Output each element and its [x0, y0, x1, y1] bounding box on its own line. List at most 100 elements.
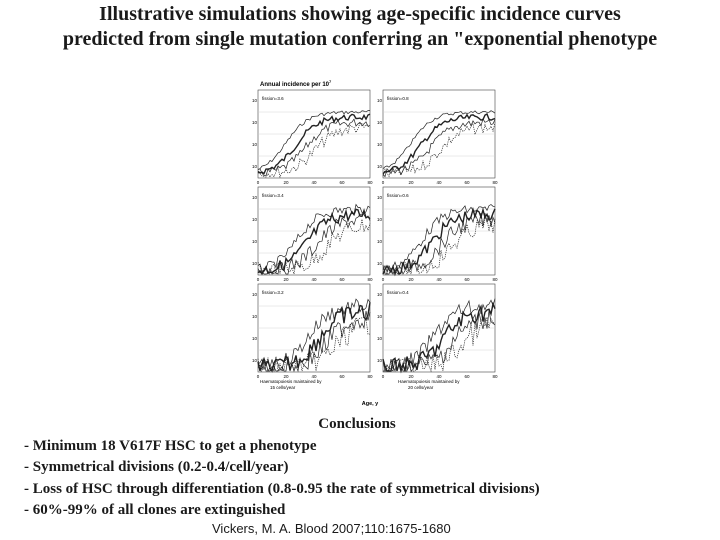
x-tick-label: 40	[436, 374, 442, 379]
x-tick-label: 60	[339, 277, 345, 282]
y-tick-label: 10	[252, 164, 258, 169]
title-line-1: Illustrative simulations showing age-spe…	[99, 3, 621, 25]
caption-left-line-2: 15 cells/year	[270, 385, 296, 390]
panel-2: fission=0.8 10 10 10 10 0 20 40 60 80	[377, 89, 498, 185]
y-tick-label: 10	[252, 358, 258, 363]
x-tick-label: 60	[464, 277, 470, 282]
y-tick-label: 10	[377, 292, 383, 297]
conclusion-item-3: - Loss of HSC through differentiation (0…	[24, 480, 540, 497]
x-tick-label: 40	[311, 277, 317, 282]
x-tick-label: 20	[283, 277, 289, 282]
y-tick-label: 10	[377, 98, 383, 103]
title-line-2: predicted from single mutation conferrin…	[62, 28, 658, 50]
y-tick-label: 10	[252, 98, 258, 103]
incidence-curve	[257, 122, 371, 179]
incidence-curve	[382, 118, 496, 178]
x-tick-label: 40	[311, 374, 317, 379]
x-tick-label: 60	[464, 374, 470, 379]
x-tick-label: 0	[257, 277, 260, 282]
y-tick-label: 10	[377, 195, 383, 200]
x-tick-label: 60	[339, 374, 345, 379]
x-tick-label: 60	[339, 180, 345, 185]
y-tick-label: 10	[377, 164, 383, 169]
y-tick-label: 10	[377, 314, 383, 319]
x-tick-label: 80	[492, 180, 498, 185]
incidence-curve	[257, 219, 371, 276]
x-tick-label: 60	[464, 180, 470, 185]
x-tick-label: 20	[408, 374, 414, 379]
incidence-curve	[257, 118, 371, 176]
caption-right-line-2: 20 cells/year	[408, 385, 434, 390]
y-tick-label: 10	[252, 217, 258, 222]
incidence-curve	[257, 110, 371, 170]
x-tick-label: 80	[367, 180, 373, 185]
panel-1: fission=3.6 10 10 10 10 0 20 40 60 80	[252, 89, 373, 185]
panel-5: fission=3.2 10 10 10 10 0 20 40 60 80	[252, 283, 373, 379]
slide-title: Illustrative simulations showing age-spe…	[0, 2, 720, 52]
incidence-curve	[257, 113, 371, 175]
y-tick-label: 10	[377, 217, 383, 222]
caption-right-line-1: Haematopoiesis maintained by	[398, 379, 460, 384]
y-tick-label: 10	[252, 292, 258, 297]
x-tick-label: 80	[492, 374, 498, 379]
panel-3: fission=3.4 10 10 10 10 0 20 40 60 80	[252, 186, 373, 282]
conclusion-item-2: - Symmetrical divisions (0.2-0.4/cell/ye…	[24, 459, 289, 475]
y-tick-label: 10	[252, 314, 258, 319]
citation: Vickers, M. A. Blood 2007;110:1675-1680	[212, 521, 451, 536]
y-tick-label: 10	[252, 195, 258, 200]
x-tick-label: 0	[257, 180, 260, 185]
incidence-curve	[382, 122, 496, 178]
figure-x-label: Age, y	[362, 401, 379, 407]
x-tick-label: 20	[283, 374, 289, 379]
incidence-curve	[257, 310, 371, 373]
incidence-curve	[382, 310, 496, 372]
x-tick-label: 40	[436, 277, 442, 282]
x-tick-label: 40	[311, 180, 317, 185]
caption-left-line-1: Haematopoiesis maintained by	[260, 379, 322, 384]
panel-label: fission=3.4	[262, 193, 284, 198]
y-tick-label: 10	[252, 120, 258, 125]
conclusions-section: Conclusions - Minimum 18 V617F HSC to ge…	[24, 414, 714, 522]
panel-4: fission=0.6 10 10 10 10 0 20 40 60 80	[377, 186, 498, 282]
conclusions-heading: Conclusions	[318, 416, 396, 432]
y-tick-label: 10	[377, 358, 383, 363]
x-tick-label: 20	[408, 180, 414, 185]
y-tick-label: 10	[377, 261, 383, 266]
y-tick-label: 10	[252, 336, 258, 341]
x-tick-label: 40	[436, 180, 442, 185]
x-tick-label: 0	[257, 374, 260, 379]
incidence-curve	[257, 213, 371, 275]
panel-label: fission=3.2	[262, 290, 284, 295]
incidence-curve	[257, 302, 371, 373]
incidence-curve	[382, 317, 496, 373]
panel-label: fission=0.6	[387, 193, 409, 198]
y-tick-label: 10	[252, 239, 258, 244]
x-tick-label: 80	[367, 277, 373, 282]
conclusion-item-4: - 60%-99% of all clones are extinguished	[24, 502, 286, 518]
incidence-curves-figure: Annual incidence per 107 fission=3.6 10 10…	[252, 79, 498, 407]
conclusion-item-1: - Minimum 18 V617F HSC to get a phenotyp…	[24, 437, 317, 454]
panel-label: fission=0.4	[387, 290, 409, 295]
x-tick-label: 80	[492, 277, 498, 282]
y-tick-label: 10	[377, 336, 383, 341]
x-tick-label: 0	[382, 180, 385, 185]
incidence-curve	[382, 217, 496, 275]
panel-6: fission=0.4 10 10 10 10 0 20 40 60 80	[377, 283, 498, 379]
x-tick-label: 20	[283, 180, 289, 185]
panel-label: fission=0.8	[387, 96, 409, 101]
incidence-curve	[257, 317, 370, 372]
incidence-curve	[382, 206, 496, 277]
incidence-curve	[382, 301, 496, 374]
y-tick-label: 10	[377, 239, 383, 244]
y-tick-label: 10	[252, 142, 258, 147]
simulation-figure: Annual incidence per 107 fission=3.6 10 10…	[240, 72, 502, 410]
x-tick-label: 80	[367, 374, 373, 379]
incidence-curve	[382, 110, 496, 169]
y-tick-label: 10	[377, 142, 383, 147]
figure-y-label: Annual incidence per 107	[260, 79, 332, 88]
x-tick-label: 0	[382, 374, 385, 379]
x-tick-label: 0	[382, 277, 385, 282]
x-tick-label: 20	[408, 277, 414, 282]
panel-label: fission=3.6	[262, 96, 284, 101]
y-tick-label: 10	[377, 120, 383, 125]
